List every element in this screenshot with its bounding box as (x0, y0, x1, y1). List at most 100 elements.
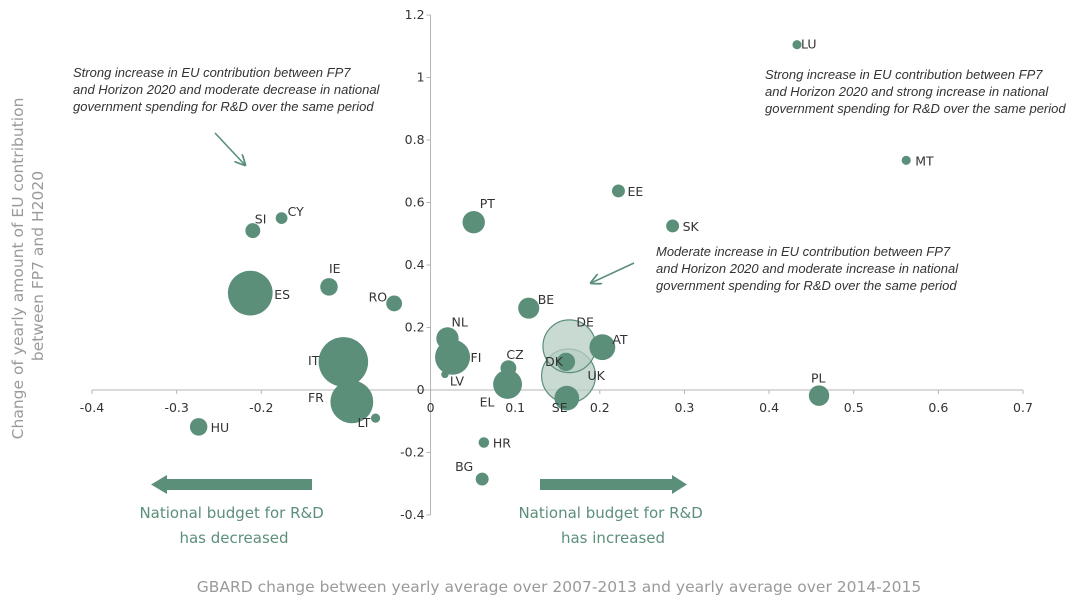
bubble-pl (808, 385, 830, 406)
bubble-label-it: IT (308, 353, 320, 368)
bubble-bg (475, 472, 489, 486)
annotation-arrow-top-left (214, 132, 245, 165)
bubble-label-uk: UK (588, 368, 606, 383)
bubble-nl (436, 327, 459, 350)
annotation-middle: Moderate increase in EU contribution bet… (656, 244, 962, 293)
bubble-label-dk: DK (545, 354, 564, 369)
y-tick-label: 0.8 (405, 132, 425, 147)
y-axis-title: Change of yearly amount of EU contributi… (9, 93, 47, 440)
caption-line: has decreased (179, 529, 288, 547)
caption-increased: National budget for R&D has increased (518, 504, 707, 547)
bubble-label-fi: FI (471, 350, 482, 365)
bubble-hr (478, 437, 490, 448)
bubble-label-es: ES (274, 287, 290, 302)
bubble-label-hu: HU (211, 420, 230, 435)
bubble-hu (189, 418, 208, 436)
bubble-lt (370, 413, 381, 423)
x-tick-label: 0 (427, 400, 435, 415)
annotation-line: government spending for R&D over the sam… (656, 278, 957, 293)
bubble-label-pt: PT (480, 196, 496, 211)
x-tick-label: 0.5 (844, 400, 864, 415)
annotation-line: government spending for R&D over the sam… (73, 99, 374, 114)
bubble-label-si: SI (255, 212, 267, 227)
bubble-el (493, 369, 523, 399)
bubble-label-ie: IE (329, 261, 341, 276)
bubble-se (554, 385, 580, 411)
annotation-arrow-middle (591, 262, 635, 283)
y-axis-title-line: Change of yearly amount of EU contributi… (9, 98, 27, 440)
bubble-label-lv: LV (450, 373, 465, 388)
bubble-label-ee: EE (627, 184, 643, 199)
annotation-line: and Horizon 2020 and moderate decrease i… (73, 82, 381, 97)
country-label-layer: UK DE IT ES FR FI EL AT SE PT NL BE PL DK IE HU RO CZ SI EE… (211, 37, 934, 474)
bubble-lu (792, 40, 802, 50)
x-tick-label: 0.7 (1013, 400, 1033, 415)
bubble-es (227, 270, 273, 316)
x-tick-label: 0.2 (590, 400, 610, 415)
y-tick-label: 1.2 (405, 7, 425, 22)
bubble-label-cz: CZ (506, 347, 523, 362)
annotation-line: Strong increase in EU contribution betwe… (765, 67, 1043, 82)
caption-line: National budget for R&D (518, 504, 702, 522)
bubble-label-cy: CY (288, 204, 305, 219)
x-tick-label: -0.3 (164, 400, 188, 415)
bubble-cy (275, 212, 288, 225)
bubble-ro (386, 295, 403, 312)
bubble-pt (462, 210, 485, 234)
bubble-label-fr: FR (308, 390, 324, 405)
bubble-si (245, 223, 261, 239)
bubble-cz (500, 360, 517, 377)
annotation-top-right: Strong increase in EU contribution betwe… (765, 67, 1066, 116)
bubble-fr (330, 380, 374, 424)
annotation-line: and Horizon 2020 and moderate increase i… (656, 261, 959, 276)
bubble-label-mt: MT (915, 153, 934, 168)
bubble-label-lu: LU (801, 37, 817, 52)
x-tick-label: 0.3 (675, 400, 695, 415)
bubble-lv (441, 370, 449, 379)
bubble-label-hr: HR (493, 436, 511, 451)
y-tick-label: 0.2 (405, 320, 425, 335)
x-tick-label: -0.2 (249, 400, 273, 415)
bubble-mt (901, 155, 911, 165)
caption-decreased: National budget for R&D has decreased (139, 504, 328, 547)
annotation-line: Strong increase in EU contribution betwe… (73, 65, 351, 80)
y-tick-label: 0.6 (405, 195, 425, 210)
y-tick-label: 0 (417, 382, 425, 397)
bubble-label-el: EL (480, 394, 495, 409)
bubble-label-be: BE (538, 292, 555, 307)
bubble-label-lt: LT (358, 415, 371, 430)
decreased-arrow (151, 475, 312, 494)
x-tick-label: 0.1 (505, 400, 525, 415)
bubble-be (518, 297, 540, 319)
x-axis-title: GBARD change between yearly average over… (197, 578, 922, 596)
annotation-line: and Horizon 2020 and strong increase in … (765, 84, 1049, 99)
bubble-ie (320, 278, 338, 296)
bubble-label-de: DE (576, 314, 594, 329)
bubble-at (589, 334, 616, 361)
bubble-dk (556, 352, 576, 372)
bubble-label-pl: PL (811, 371, 826, 386)
x-tick-label: 0.6 (928, 400, 948, 415)
bubble-label-nl: NL (451, 314, 467, 329)
bubble-label-se: SE (552, 400, 568, 415)
bubble-label-bg: BG (455, 459, 473, 474)
y-tick-label: -0.4 (400, 507, 424, 522)
bubble-label-ro: RO (369, 289, 388, 304)
y-axis-title-line: between FP7 and H2020 (29, 171, 47, 361)
bubble-it (318, 337, 369, 387)
annotation-top-left: Strong increase in EU contribution betwe… (73, 65, 383, 114)
y-tick-label: 1 (417, 70, 425, 85)
caption-line: has increased (561, 529, 665, 547)
annotation-line: Moderate increase in EU contribution bet… (656, 244, 951, 259)
caption-line: National budget for R&D (139, 504, 323, 522)
bubble-sk (666, 219, 680, 233)
bubble-label-at: AT (612, 332, 628, 347)
x-tick-label: 0.4 (759, 400, 779, 415)
annotation-line: government spending for R&D over the sam… (765, 101, 1066, 116)
bubble-layer (189, 40, 911, 486)
x-tick-label: -0.4 (80, 400, 104, 415)
increased-arrow (540, 475, 687, 494)
y-tick-label: 0.4 (405, 257, 425, 272)
bubble-label-sk: SK (683, 219, 700, 234)
